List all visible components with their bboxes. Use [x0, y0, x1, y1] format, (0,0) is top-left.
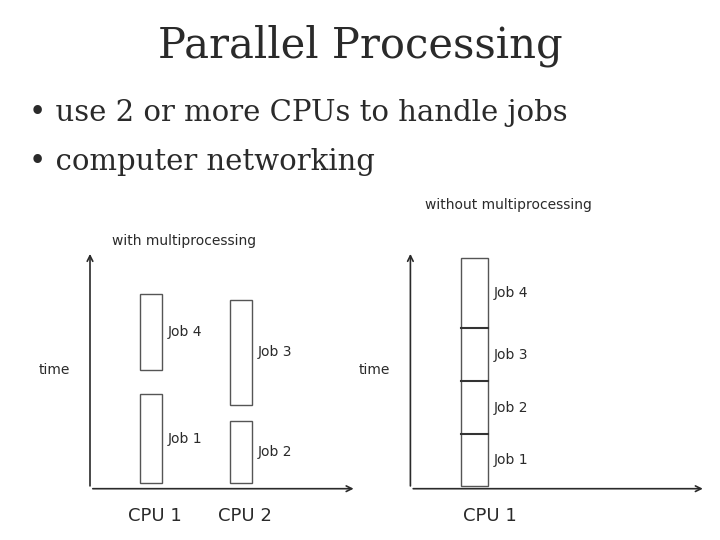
Text: Job 2: Job 2 — [494, 401, 528, 415]
Bar — [230, 421, 252, 483]
Bar — [230, 300, 252, 405]
Text: Job 1: Job 1 — [494, 453, 528, 467]
Bar — [140, 394, 162, 483]
Text: • use 2 or more CPUs to handle jobs: • use 2 or more CPUs to handle jobs — [29, 99, 567, 127]
Text: Job 3: Job 3 — [258, 346, 292, 359]
Text: Job 4: Job 4 — [168, 325, 202, 339]
Bar — [140, 294, 162, 370]
Text: Job 3: Job 3 — [494, 348, 528, 362]
Text: Job 2: Job 2 — [258, 446, 292, 459]
Text: with multiprocessing: with multiprocessing — [112, 234, 256, 248]
Text: CPU 2: CPU 2 — [218, 507, 271, 525]
Text: without multiprocessing: without multiprocessing — [425, 198, 592, 212]
Text: • computer networking: • computer networking — [29, 148, 374, 176]
Text: Parallel Processing: Parallel Processing — [158, 24, 562, 67]
Text: CPU 1: CPU 1 — [128, 507, 181, 525]
Text: CPU 1: CPU 1 — [463, 507, 516, 525]
Text: Job 1: Job 1 — [168, 432, 202, 445]
Text: Job 4: Job 4 — [494, 286, 528, 300]
Text: time: time — [359, 363, 390, 377]
Bar — [461, 258, 488, 486]
Text: time: time — [38, 363, 70, 377]
